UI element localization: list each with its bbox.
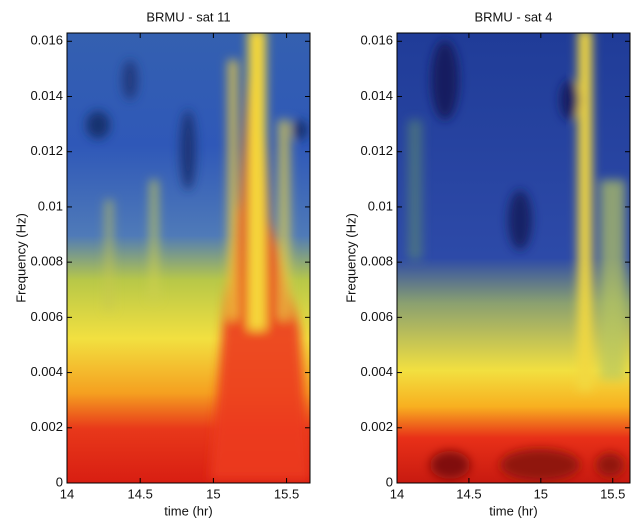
y-tick-label: 0.012: [30, 143, 63, 158]
y-tick-label: 0.004: [30, 364, 63, 379]
chart-title: BRMU - sat 4: [474, 9, 552, 24]
y-tick-label: 0.006: [30, 309, 63, 324]
y-tick-label: 0.01: [38, 198, 63, 213]
spectrogram-texture: [408, 33, 625, 481]
x-tick-label: 14: [60, 486, 74, 501]
x-tick-label: 14.5: [456, 486, 481, 501]
y-tick-label: 0.004: [360, 364, 393, 379]
y-tick-label: 0.002: [360, 419, 393, 434]
spectrogram: [397, 33, 630, 483]
x-tick-label: 15: [534, 486, 548, 501]
x-tick-label: 14.5: [128, 486, 153, 501]
spectrogram-texture: [86, 33, 310, 480]
y-tick-label: 0.01: [368, 198, 393, 213]
x-tick-label: 15: [206, 486, 220, 501]
y-tick-label: 0.012: [360, 143, 393, 158]
y-tick-label: 0.002: [30, 419, 63, 434]
x-axis-label: time (hr): [164, 503, 212, 518]
y-tick-label: 0: [386, 474, 393, 489]
y-tick-label: 0.006: [360, 309, 393, 324]
y-tick-label: 0.016: [360, 33, 393, 48]
y-tick-label: 0: [56, 474, 63, 489]
y-axis-label: Frequency (Hz): [343, 213, 358, 303]
y-axis-label: Frequency (Hz): [13, 213, 28, 303]
plot-frame: [396, 32, 631, 484]
y-tick-label: 0.016: [30, 33, 63, 48]
chart-title: BRMU - sat 11: [146, 9, 230, 24]
spectrogram: [67, 33, 310, 483]
y-tick-label: 0.008: [30, 254, 63, 269]
plot-frame: [66, 32, 311, 484]
y-tick-label: 0.014: [30, 88, 63, 103]
x-tick-label: 15.5: [600, 486, 625, 501]
x-axis-label: time (hr): [489, 503, 537, 518]
x-tick-label: 15.5: [274, 486, 299, 501]
y-tick-label: 0.014: [360, 88, 393, 103]
x-tick-label: 14: [390, 486, 404, 501]
y-tick-label: 0.008: [360, 254, 393, 269]
